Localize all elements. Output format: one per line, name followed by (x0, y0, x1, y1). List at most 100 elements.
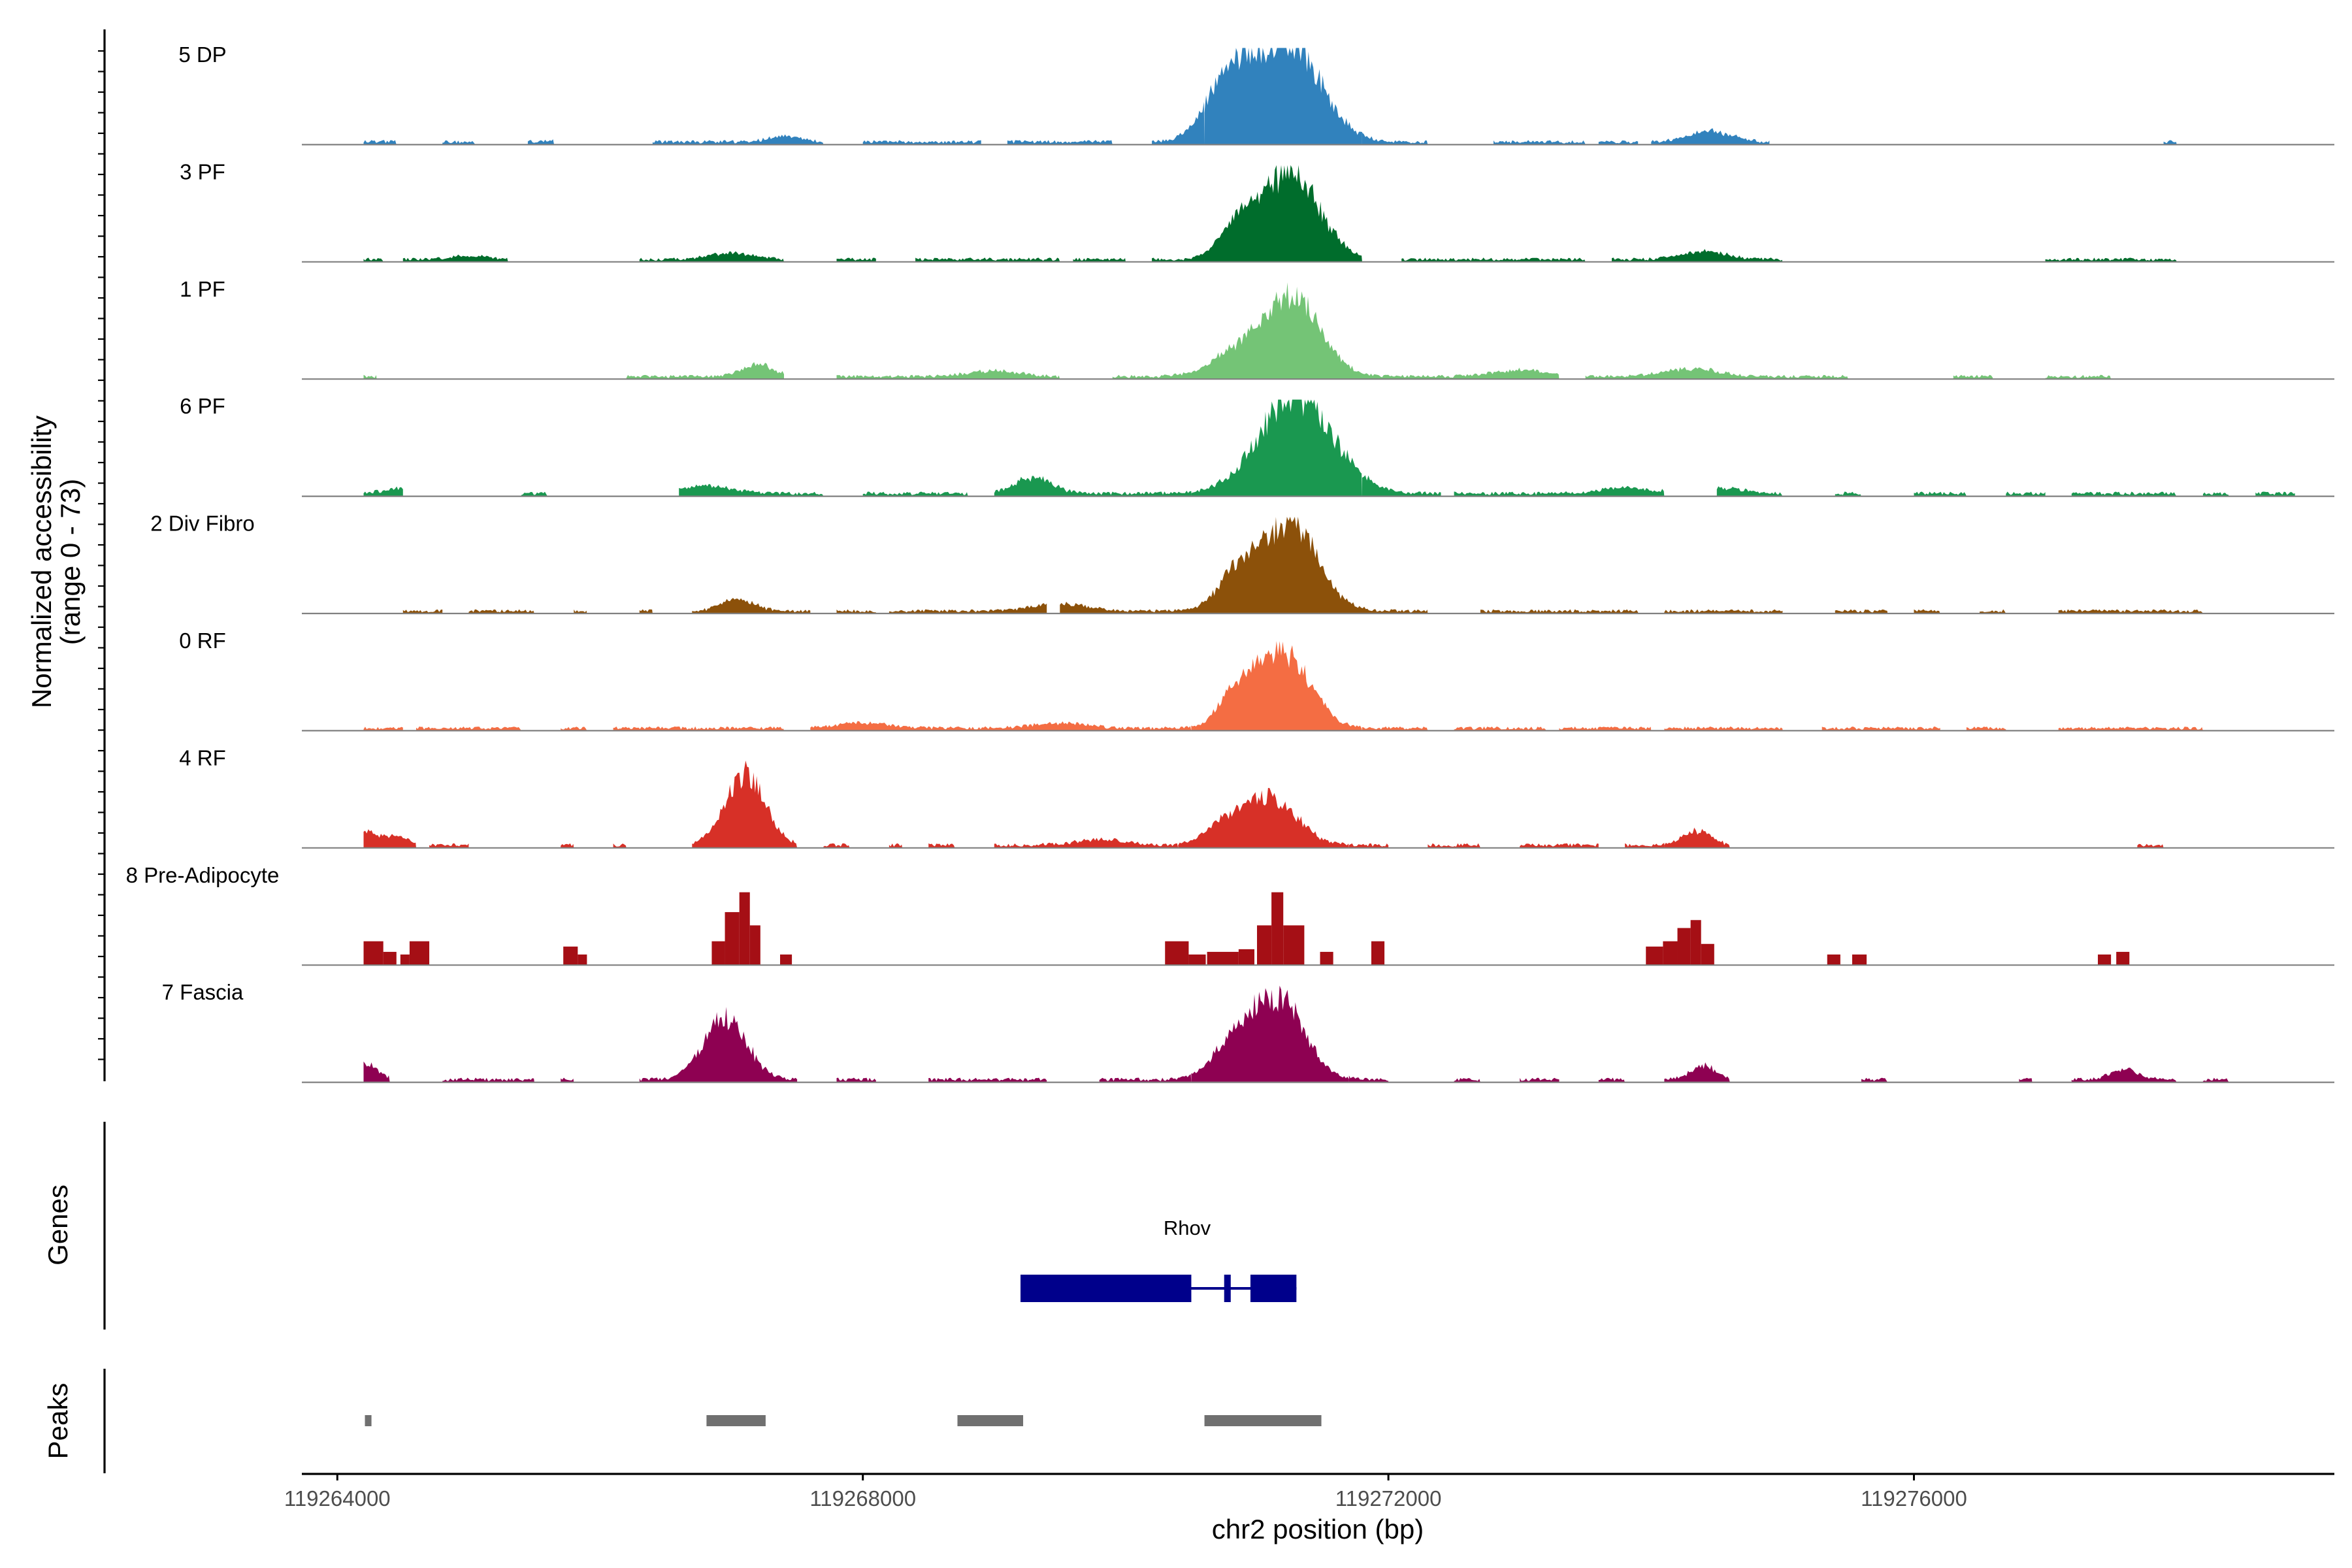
coverage-bar (1165, 941, 1189, 966)
coverage-bar (1283, 925, 1305, 966)
coverage-area (1152, 101, 1205, 145)
coverage-area (1861, 1077, 1888, 1083)
coverage-area (1664, 1062, 1730, 1083)
coverage-area (1401, 257, 1586, 262)
coverage-area (1362, 133, 1428, 145)
coverage-area (1651, 128, 1770, 145)
gene-exon (1224, 1275, 1231, 1302)
track-0: 5 DP (178, 42, 2334, 146)
gene-label: Rhov (1164, 1217, 1211, 1239)
coverage-bar (1827, 954, 1840, 966)
track-6: 4 RF (179, 745, 2334, 849)
coverage-area (1914, 609, 1940, 613)
track-2: 1 PF (180, 277, 2334, 380)
coverage-area (915, 257, 1060, 262)
coverage-area (1598, 140, 1639, 145)
coverage-area (363, 140, 397, 145)
coverage-area (2071, 1068, 2177, 1083)
coverage-area (402, 609, 443, 613)
coverage-area (1073, 257, 1126, 262)
coverage-bar (1677, 928, 1691, 966)
coverage-area (994, 837, 1179, 848)
coverage-area (836, 368, 1060, 380)
coverage-area (1914, 491, 1967, 497)
coverage-area (2006, 491, 2046, 497)
coverage-area (2019, 1077, 2033, 1083)
coverage-area (2045, 374, 2112, 380)
coverage-area (823, 843, 850, 848)
coverage-y-title-line2: (range 0 - 73) (55, 479, 86, 645)
coverage-bar (1852, 954, 1867, 966)
coverage-area (1598, 1077, 1625, 1083)
coverage-bar (1271, 892, 1284, 966)
coverage-area (416, 727, 521, 731)
track-label: 3 PF (180, 159, 225, 184)
peaks-panel-title: Peaks (42, 1383, 73, 1460)
coverage-bar (1238, 949, 1254, 966)
coverage-area (994, 476, 1192, 497)
coverage-area (928, 843, 955, 848)
coverage-area (1362, 475, 1441, 497)
coverage-area (574, 609, 587, 613)
coverage-area (626, 362, 784, 380)
coverage-area (1060, 517, 1428, 613)
coverage-area (1821, 727, 1940, 731)
coverage-area (1585, 367, 1848, 380)
coverage-area (363, 374, 377, 380)
coverage-area (1953, 374, 1993, 380)
track-label: 1 PF (180, 277, 225, 301)
coverage-area (1664, 827, 1730, 848)
peak-region (957, 1415, 1024, 1426)
coverage-area (521, 491, 548, 497)
coverage-area (561, 843, 574, 848)
coverage-area (363, 486, 403, 497)
track-label: 4 RF (179, 745, 226, 770)
coverage-area (363, 257, 384, 262)
coverage-bar (363, 941, 384, 966)
coverage-bar (409, 941, 430, 966)
coverage-area (1664, 609, 1783, 613)
coverage-area (442, 1077, 534, 1083)
coverage-bar (1690, 920, 1701, 966)
track-label: 7 Fascia (162, 980, 244, 1004)
genes-panel-title: Genes (42, 1184, 73, 1266)
coverage-area (442, 140, 476, 145)
coverage-area (2071, 491, 2177, 497)
coverage-area (889, 603, 1047, 613)
coverage-area (363, 727, 403, 731)
coverage-bar (1663, 941, 1678, 966)
coverage-area (836, 1077, 876, 1083)
coverage-area (429, 843, 469, 848)
gene-exon (1021, 1275, 1192, 1302)
coverage-bar (711, 941, 725, 966)
coverage-area (1454, 727, 1546, 731)
coverage-area (810, 721, 1192, 731)
coverage-area (1191, 985, 1349, 1083)
coverage-area (527, 139, 555, 145)
track-label: 2 Div Fibro (150, 512, 255, 536)
x-tick-label: 119264000 (284, 1486, 391, 1511)
coverage-area (402, 254, 508, 262)
track-label: 0 RF (179, 629, 226, 653)
x-axis-title: chr2 position (bp) (1212, 1514, 1424, 1544)
coverage-area (692, 760, 798, 848)
coverage-area (889, 843, 902, 848)
coverage-area (1664, 726, 1783, 731)
coverage-bar (780, 954, 792, 966)
track-label: 5 DP (178, 42, 226, 67)
coverage-area (1716, 486, 1783, 497)
coverage-area (613, 843, 627, 848)
coverage-area (692, 598, 811, 613)
coverage-area (1348, 1075, 1389, 1083)
x-tick-label: 119276000 (1861, 1486, 1967, 1511)
coverage-area (862, 491, 968, 497)
coverage-area (1178, 788, 1349, 848)
track-1: 3 PF (180, 159, 2334, 263)
coverage-bar (563, 946, 578, 966)
coverage-bar (749, 925, 760, 966)
coverage-area (2045, 257, 2177, 262)
coverage-area (1612, 249, 1783, 262)
coverage-area (1454, 1078, 1480, 1083)
coverage-area (1520, 843, 1599, 848)
peak-region (365, 1415, 372, 1426)
